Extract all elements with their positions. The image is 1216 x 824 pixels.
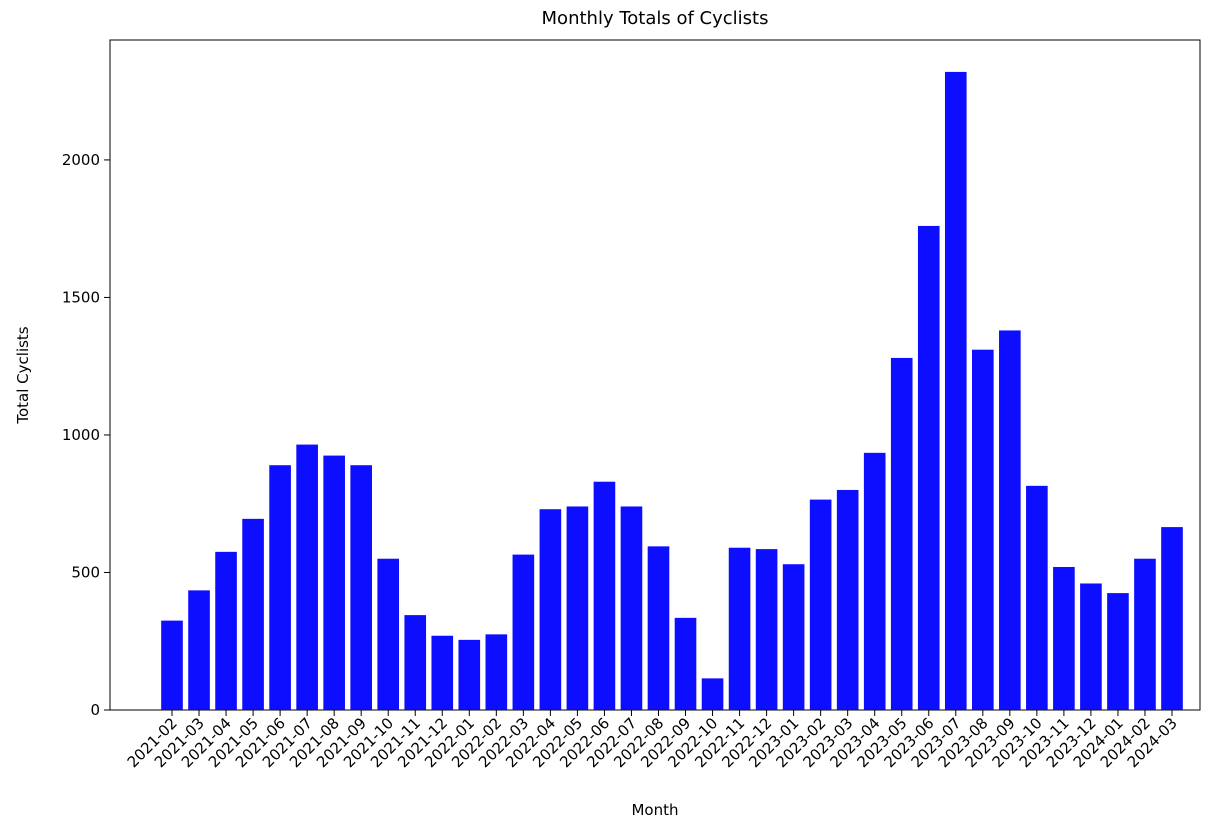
bar [458,639,481,710]
bar [161,620,183,710]
bar [188,590,210,710]
bar [863,452,886,710]
bar [620,506,643,710]
bar [728,547,751,710]
y-tick-label: 1500 [62,288,100,306]
bar [1161,527,1183,710]
y-tick-label: 0 [90,701,100,719]
y-axis-label: Total Cyclists [14,326,32,424]
bar [404,615,427,710]
bar [269,465,291,710]
chart-title: Monthly Totals of Cyclists [542,8,769,29]
bar [539,509,562,710]
y-tick-label: 500 [71,563,100,581]
bar [674,617,697,710]
bar [944,71,967,710]
bar [647,546,670,710]
y-tick-label: 2000 [62,151,100,169]
bar [593,481,616,710]
bar [296,444,318,710]
bar [809,499,832,710]
bar [890,357,913,710]
bar [1053,566,1075,710]
bar [1107,593,1129,710]
bar [917,225,940,711]
bar [782,564,805,710]
bar [431,635,454,710]
bar [377,558,400,710]
bar [242,518,264,710]
bar [999,330,1021,710]
bar [566,506,589,710]
bar [1026,485,1048,710]
bar [323,455,345,710]
bar [485,634,508,710]
bar [755,549,778,710]
bar [1080,583,1102,710]
bar [215,551,237,710]
bar [972,349,994,710]
bar [350,465,372,710]
bar [701,678,724,710]
bar [1134,558,1156,710]
x-axis-label: Month [631,801,678,819]
bar [836,489,859,710]
bar [512,554,535,710]
y-tick-label: 1000 [62,426,100,444]
